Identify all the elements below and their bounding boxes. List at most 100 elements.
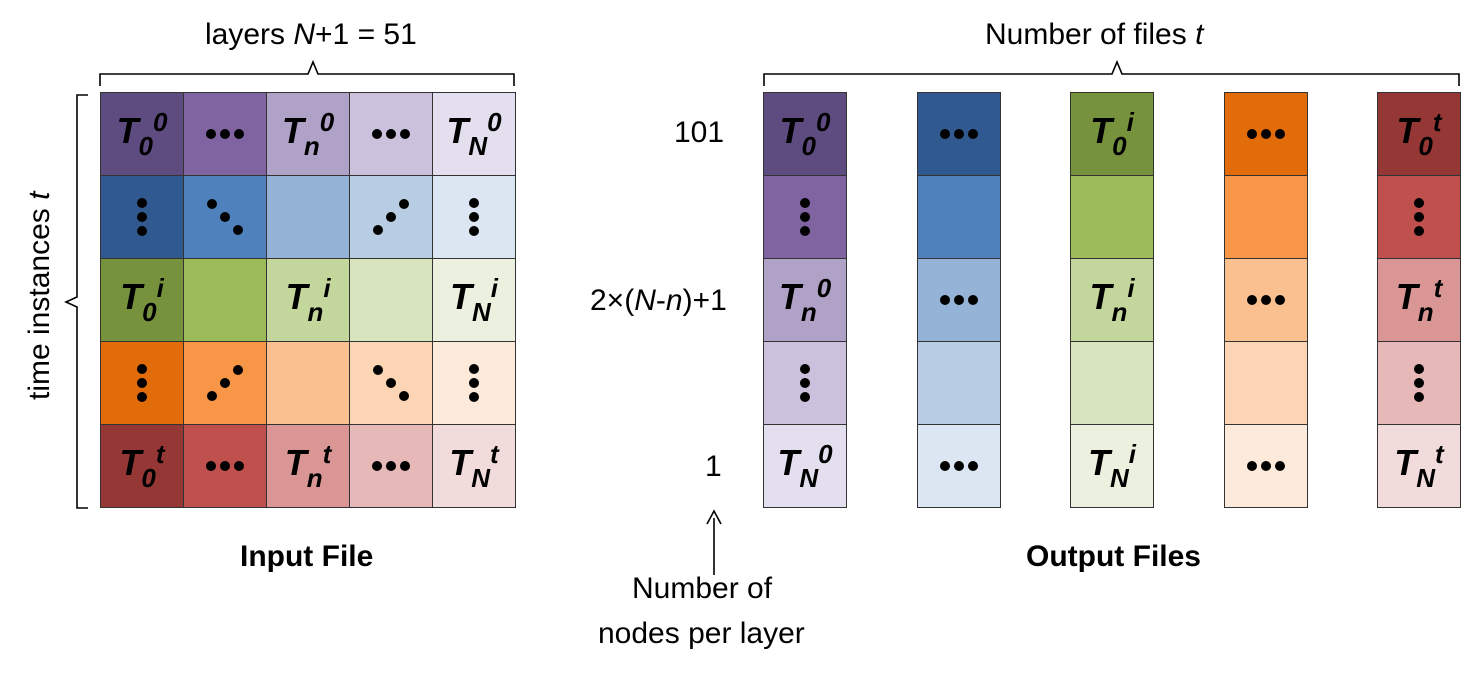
vertical-ellipsis-icon [137, 364, 147, 402]
output-cell: Tn0 [763, 258, 847, 342]
y-label-mid: 2×(N-n)+1 [590, 284, 727, 317]
output-files-label: Output Files [1026, 540, 1201, 573]
vertical-ellipsis-icon [1414, 364, 1424, 402]
output-cell [763, 341, 847, 425]
output-cell: T0i [1070, 92, 1154, 176]
input-cell [266, 341, 350, 425]
temperature-label: T0i [120, 273, 164, 327]
vertical-ellipsis-icon [469, 198, 479, 236]
horizontal-ellipsis-icon [940, 461, 978, 471]
horizontal-ellipsis-icon [940, 129, 978, 139]
number-of-files-label: Number of files t [985, 18, 1204, 51]
temperature-label: TNi [449, 273, 498, 327]
temperature-label: Tni [285, 273, 331, 327]
output-cell [1377, 341, 1461, 425]
vertical-ellipsis-icon [1414, 198, 1424, 236]
horizontal-ellipsis-icon [1247, 295, 1285, 305]
y-label-top: 101 [674, 116, 725, 149]
input-cell: TN0 [432, 92, 516, 176]
temperature-label: TNt [449, 439, 499, 493]
output-cell [1224, 341, 1308, 425]
output-cell [763, 175, 847, 259]
temperature-label: TNt [1394, 439, 1444, 493]
output-cell [1070, 341, 1154, 425]
horizontal-ellipsis-icon [940, 295, 978, 305]
input-file-label: Input File [240, 540, 374, 573]
input-cell [349, 175, 433, 259]
temperature-label: Tn0 [778, 273, 832, 327]
input-cell: Tn0 [266, 92, 350, 176]
output-cell: TNi [1070, 424, 1154, 508]
horizontal-ellipsis-icon [1247, 461, 1285, 471]
input-cell [183, 258, 267, 342]
diagonal-ellipsis-icon [207, 365, 243, 401]
input-cell [349, 92, 433, 176]
nodes-per-layer-line1: Number of [632, 572, 773, 605]
temperature-label: TN0 [446, 107, 502, 161]
input-cell [183, 92, 267, 176]
vertical-ellipsis-icon [137, 198, 147, 236]
output-cell: TN0 [763, 424, 847, 508]
input-cell: T0i [100, 258, 184, 342]
output-cell [917, 424, 1001, 508]
output-cell [1224, 424, 1308, 508]
input-cell: TNi [432, 258, 516, 342]
input-cell [349, 424, 433, 508]
input-cell: TNt [432, 424, 516, 508]
diagonal-ellipsis-icon [373, 365, 409, 401]
input-cell [183, 424, 267, 508]
input-cell [183, 341, 267, 425]
output-cell [917, 175, 1001, 259]
layers-label: layers N+1 = 51 [205, 18, 417, 51]
input-cell: Tni [266, 258, 350, 342]
input-cell [349, 258, 433, 342]
input-cell [183, 175, 267, 259]
vertical-ellipsis-icon [469, 364, 479, 402]
temperature-label: TN0 [777, 439, 833, 493]
output-cell [917, 341, 1001, 425]
output-cell: T00 [763, 92, 847, 176]
diagonal-ellipsis-icon [373, 199, 409, 235]
horizontal-ellipsis-icon [206, 461, 244, 471]
horizontal-ellipsis-icon [206, 129, 244, 139]
horizontal-ellipsis-icon [372, 129, 410, 139]
output-cell [917, 92, 1001, 176]
temperature-label: Tn0 [281, 107, 335, 161]
input-cell: Tnt [266, 424, 350, 508]
output-cell [917, 258, 1001, 342]
output-cell: Tnt [1377, 258, 1461, 342]
output-cell [1224, 92, 1308, 176]
temperature-label: T00 [779, 107, 831, 161]
input-cell [432, 175, 516, 259]
horizontal-ellipsis-icon [372, 461, 410, 471]
input-cell: T0t [100, 424, 184, 508]
input-cell [349, 341, 433, 425]
input-cell [100, 175, 184, 259]
input-cell [266, 175, 350, 259]
temperature-label: T0i [1090, 107, 1134, 161]
horizontal-ellipsis-icon [1247, 129, 1285, 139]
top-bracket-output [763, 59, 1460, 86]
temperature-label: Tnt [1395, 273, 1443, 327]
output-cell [1377, 175, 1461, 259]
left-bracket-time [64, 94, 88, 509]
input-cell [432, 341, 516, 425]
nodes-arrow-head [706, 509, 722, 525]
vertical-ellipsis-icon [800, 364, 810, 402]
temperature-label: T0t [119, 439, 165, 493]
diagonal-ellipsis-icon [207, 199, 243, 235]
output-cell: TNt [1377, 424, 1461, 508]
output-cell [1070, 175, 1154, 259]
top-bracket-input [99, 59, 515, 86]
temperature-label: Tni [1089, 273, 1135, 327]
input-cell: T00 [100, 92, 184, 176]
input-cell [100, 341, 184, 425]
temperature-label: T00 [116, 107, 168, 161]
temperature-label: T0t [1396, 107, 1442, 161]
temperature-label: TNi [1087, 439, 1136, 493]
output-cell [1224, 175, 1308, 259]
y-label-bottom: 1 [705, 450, 722, 483]
output-cell: Tni [1070, 258, 1154, 342]
nodes-per-layer-line2: nodes per layer [598, 617, 805, 650]
